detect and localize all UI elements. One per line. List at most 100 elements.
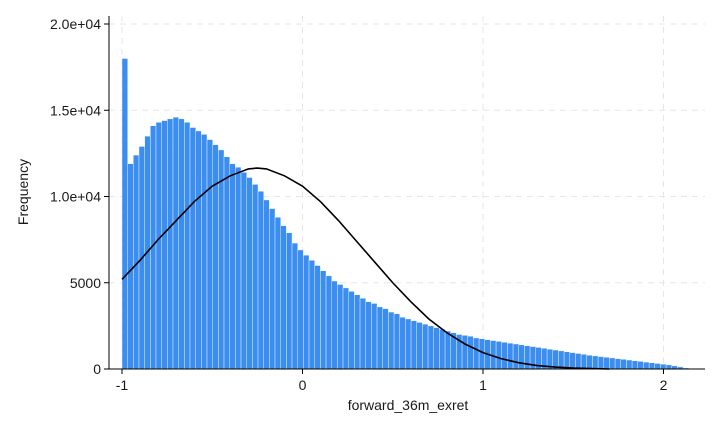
histogram-bar: [416, 322, 423, 370]
histogram-bar: [586, 355, 593, 370]
histogram-bar: [660, 363, 667, 370]
histogram-bar: [609, 357, 616, 370]
histogram-bar: [269, 208, 276, 370]
histogram-bar: [467, 336, 474, 370]
histogram-bar: [603, 357, 610, 370]
histogram-bar: [325, 275, 332, 370]
histogram-bar: [376, 306, 383, 370]
histogram-bar: [563, 351, 570, 370]
normal-density-curve: [121, 167, 610, 370]
histogram-bar: [189, 127, 196, 370]
histogram-bar: [240, 172, 247, 370]
histogram-bar: [342, 287, 349, 370]
histogram-bar: [184, 122, 191, 370]
histogram-bar: [552, 349, 559, 370]
histogram-bar: [631, 360, 638, 370]
x-axis-ticks: -1 0 1 2: [116, 369, 668, 393]
histogram-bar: [643, 361, 650, 370]
histogram-bar: [388, 311, 395, 370]
histogram-bar: [314, 265, 321, 370]
histogram-bar: [308, 260, 315, 370]
histogram-bar: [597, 356, 604, 370]
x-tick-label: -1: [116, 377, 129, 393]
y-axis-title: Frequency: [15, 159, 31, 225]
histogram-bar: [337, 284, 344, 370]
y-tick-label: 1.0e+04: [50, 189, 101, 205]
histogram-bars: [121, 58, 689, 370]
histogram-bar: [365, 301, 372, 370]
histogram-bar: [626, 359, 633, 370]
histogram-bar: [592, 355, 599, 370]
histogram-bar: [172, 116, 179, 370]
histogram-bar: [444, 330, 451, 370]
histogram-bar: [195, 130, 202, 370]
x-tick-label: 0: [299, 377, 307, 393]
histogram-bar: [439, 329, 446, 370]
histogram-bar: [569, 352, 576, 370]
histogram-bar: [206, 139, 213, 370]
histogram-bar: [167, 118, 174, 370]
histogram-bar: [235, 166, 242, 370]
histogram-bar: [263, 199, 270, 370]
histogram-bar: [637, 361, 644, 370]
histogram-bar: [371, 303, 378, 370]
histogram-bar: [161, 120, 168, 370]
histogram-bar: [178, 118, 185, 370]
histogram-bar: [223, 156, 230, 370]
histogram-bar: [399, 317, 406, 370]
histogram-bar: [303, 254, 310, 370]
histogram-bar: [518, 344, 525, 370]
histogram-bar: [382, 308, 389, 370]
histogram-bar: [393, 313, 400, 370]
histogram-bar: [121, 58, 128, 370]
x-tick-label: 2: [660, 377, 668, 393]
histogram-bar: [246, 177, 253, 370]
histogram-bar: [212, 144, 219, 370]
histogram-bar: [433, 327, 440, 370]
y-tick-label: 0: [93, 361, 101, 377]
y-tick-label: 2.0e+04: [50, 16, 101, 32]
histogram-bar: [512, 343, 519, 370]
histogram-bar: [127, 163, 134, 370]
y-axis-ticks: 0 5000 1.0e+04 1.5e+04 2.0e+04: [50, 16, 109, 377]
histogram-bar: [257, 191, 264, 370]
histogram-bar: [575, 353, 582, 370]
histogram-bar: [524, 345, 531, 370]
histogram-bar: [495, 341, 502, 370]
histogram-bar: [665, 364, 672, 370]
histogram-bar: [501, 342, 508, 370]
histogram-bar: [201, 134, 208, 370]
histogram-bar: [229, 163, 236, 370]
histogram-bar: [286, 232, 293, 370]
histogram-bar: [473, 337, 480, 370]
histogram-bar: [507, 342, 514, 370]
histogram-bar: [348, 291, 355, 370]
histogram-bar: [252, 184, 259, 370]
histogram-bar: [558, 350, 565, 370]
histogram-bar: [461, 335, 468, 370]
x-tick-label: 1: [479, 377, 487, 393]
histogram-bar: [422, 323, 429, 370]
histogram-bar: [478, 338, 485, 370]
x-axis-title: forward_36m_exret: [348, 397, 469, 413]
histogram-bar: [427, 325, 434, 370]
histogram-bar: [280, 225, 287, 370]
histogram-bar: [297, 249, 304, 370]
y-tick-label: 5000: [70, 275, 101, 291]
histogram-bar: [410, 320, 417, 370]
histogram-bar: [405, 318, 412, 370]
histogram-bar: [620, 359, 627, 370]
histogram-bar: [320, 270, 327, 370]
histogram-bar: [331, 280, 338, 370]
histogram-bar: [648, 362, 655, 370]
histogram-bar: [354, 294, 361, 370]
histogram-bar: [359, 298, 366, 370]
y-tick-label: 1.5e+04: [50, 102, 101, 118]
histogram-bar: [291, 242, 298, 370]
histogram-bar: [654, 363, 661, 370]
histogram-bar: [580, 354, 587, 370]
histogram-bar: [274, 216, 281, 370]
histogram-bar: [155, 122, 162, 370]
histogram-bar: [614, 358, 621, 370]
